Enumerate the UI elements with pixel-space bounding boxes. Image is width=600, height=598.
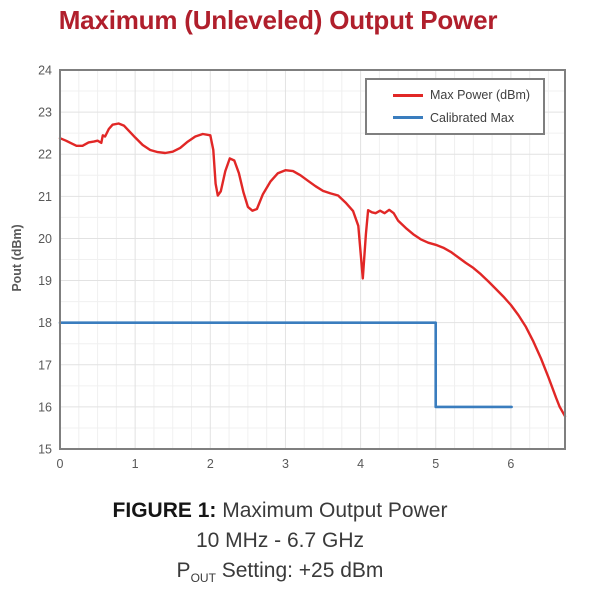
y-tick-label: 19: [38, 274, 52, 288]
caption-pout-rest: Setting: +25 dBm: [215, 559, 384, 582]
plot-frame: [59, 69, 566, 450]
caption-figure-number: FIGURE 1:: [112, 499, 217, 522]
x-tick-label: 5: [432, 457, 439, 471]
y-tick-label: 18: [38, 316, 52, 330]
figure-caption: FIGURE 1: Maximum Output Power 10 MHz - …: [0, 496, 560, 586]
legend-line-calibrated-max: [393, 116, 423, 120]
legend-item-max-power: Max Power (dBm): [393, 88, 543, 102]
caption-pout-p: P: [176, 559, 191, 582]
chart-title: Maximum (Unleveled) Output Power: [58, 5, 498, 35]
caption-figure-text: Maximum Output Power: [216, 499, 448, 522]
x-tick-label: 6: [507, 457, 514, 471]
y-tick-label: 16: [38, 400, 52, 414]
y-tick-label: 24: [38, 64, 52, 78]
x-tick-label: 2: [207, 457, 214, 471]
x-tick-label: 3: [282, 457, 289, 471]
caption-line-1: FIGURE 1: Maximum Output Power: [0, 496, 560, 526]
chart-legend: Max Power (dBm) Calibrated Max: [365, 78, 545, 135]
y-tick-label: 22: [38, 148, 52, 162]
series-line-0: [58, 122, 567, 418]
series-line-1: [58, 321, 513, 409]
y-axis-label: Pout (dBm): [10, 224, 24, 292]
y-tick-label: 20: [38, 232, 52, 246]
legend-label-calibrated-max: Calibrated Max: [430, 110, 515, 125]
y-tick-label: 21: [38, 190, 52, 204]
caption-pout-sub: OUT: [190, 571, 216, 586]
caption-line-2: 10 MHz - 6.7 GHz: [195, 529, 365, 552]
caption-line-3: POUT Setting: +25 dBm: [0, 556, 560, 586]
y-tick-label: 15: [38, 443, 52, 457]
x-tick-label: 0: [57, 457, 64, 471]
y-tick-label: 17: [38, 358, 52, 372]
y-tick-label: 23: [38, 106, 52, 120]
plot-wrap: 15 16 17 18 19 20 21 22 23 24 0 1 2 3 4 5 6 Pout (dBm) M…: [10, 64, 567, 471]
x-tick-label: 4: [357, 457, 364, 471]
legend-line-max-power: [393, 93, 423, 97]
x-tick-label: 1: [132, 457, 139, 471]
legend-item-calibrated-max: Calibrated Max: [393, 111, 543, 125]
legend-label-max-power: Max Power (dBm): [430, 88, 531, 103]
